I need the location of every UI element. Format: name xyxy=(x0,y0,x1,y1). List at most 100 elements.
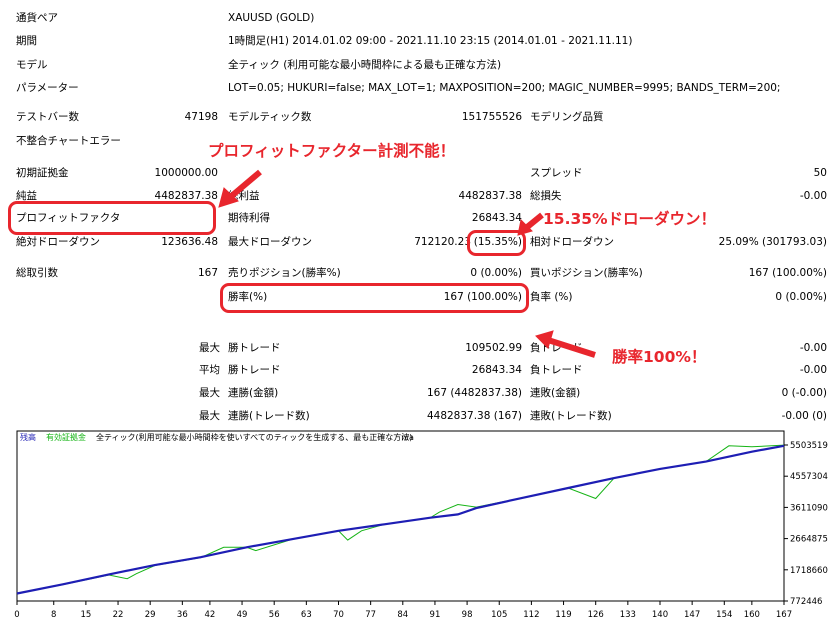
long-positions-label: 買いポジション(勝率%) xyxy=(530,267,643,279)
x-tick-label: 22 xyxy=(113,610,124,620)
legend-entry-1: 有効証拠金 xyxy=(46,432,86,442)
abs-drawdown-label: 絶対ドローダウン xyxy=(16,236,100,248)
mismatch-errors-label: 不整合チャートエラー xyxy=(16,135,121,147)
avg-win-value: 26843.34 xyxy=(471,364,522,376)
x-tick-label: 63 xyxy=(301,610,312,620)
total-trades-value: 167 xyxy=(197,267,218,279)
win-rate-value: 167 (100.00%) xyxy=(443,291,522,303)
period-label: 期間 xyxy=(16,35,37,47)
x-tick-label: 29 xyxy=(145,610,156,620)
model-ticks-value: 151755526 xyxy=(461,111,522,123)
y-tick-label: 4557304 xyxy=(790,472,828,482)
x-axis-ticks: 0 8 15 22 29 36 42 49 56 63 70 77 84 91 98 105 112 119 126… xyxy=(14,601,792,620)
max-consec-wins-money-prefix: 最大 xyxy=(199,387,220,399)
initial-deposit-label: 初期証拠金 xyxy=(16,167,69,179)
max-consec-losses-count-label: 連敗(トレード数) xyxy=(530,410,612,422)
expected-payoff-label: 期待利得 xyxy=(228,212,270,224)
win-rate-annotation: 勝率100%！ xyxy=(612,348,707,366)
profit-factor-highlight xyxy=(8,201,216,235)
max-consec-wins-count-label: 連勝(トレード数) xyxy=(228,410,310,422)
largest-win-label: 勝トレード xyxy=(228,342,281,354)
legend-entry-3: n/a xyxy=(401,433,414,442)
x-tick-label: 147 xyxy=(684,610,700,620)
legend-entry-0: 残高 xyxy=(20,432,36,442)
x-tick-label: 15 xyxy=(80,610,91,620)
short-positions-label: 売りポジション(勝率%) xyxy=(228,267,341,279)
win-rate-highlight xyxy=(220,283,529,313)
period-value: 1時間足(H1) 2014.01.02 09:00 - 2021.11.10 2… xyxy=(228,35,633,47)
x-tick-label: 119 xyxy=(555,610,571,620)
x-tick-label: 56 xyxy=(269,610,280,620)
abs-drawdown-value: 123636.48 xyxy=(161,236,218,248)
max-consec-wins-count-prefix: 最大 xyxy=(199,410,220,422)
gross-profit-label: 総利益 xyxy=(228,190,260,202)
loss-rate-label: 負率 (%) xyxy=(530,291,573,303)
currency-pair-value: XAUUSD (GOLD) xyxy=(228,12,315,24)
net-profit-value: 4482837.38 xyxy=(154,190,218,202)
model-ticks-label: モデルティック数 xyxy=(228,111,312,123)
model-value: 全ティック (利用可能な最小時間枠による最も正確な方法) xyxy=(228,59,502,71)
gross-profit-value: 4482837.38 xyxy=(458,190,522,202)
rel-drawdown-value: 25.09% (301793.03) xyxy=(718,236,827,248)
profit-factor-label: プロフィットファクタ xyxy=(16,212,121,224)
long-positions-value: 167 (100.00%) xyxy=(748,267,827,279)
max-drawdown-label: 最大ドローダウン xyxy=(228,236,312,248)
net-profit-label: 純益 xyxy=(16,190,37,202)
parameters-label: パラメーター xyxy=(16,82,79,94)
max-drawdown-value: 712120.23 xyxy=(414,236,471,248)
avg-win-prefix: 平均 xyxy=(199,364,220,376)
y-tick-label: 3611090 xyxy=(790,503,828,513)
avg-loss-value: -0.00 xyxy=(799,364,827,376)
x-tick-label: 154 xyxy=(716,610,732,620)
largest-loss-label: 負トレード xyxy=(530,342,583,354)
x-tick-label: 8 xyxy=(51,610,56,620)
modeling-quality-label: モデリング品質 xyxy=(530,111,604,123)
profit-factor-annotation: プロフィットファクター計測不能！ xyxy=(208,142,456,160)
win-rate-label: 勝率(%) xyxy=(228,291,268,303)
drawdown-highlight xyxy=(467,230,526,256)
x-tick-label: 160 xyxy=(744,610,760,620)
x-tick-label: 91 xyxy=(430,610,441,620)
gross-loss-label: 総損失 xyxy=(530,190,562,202)
avg-loss-label: 負トレード xyxy=(530,364,583,376)
max-consec-losses-count-value: -0.00 (0) xyxy=(781,410,827,422)
currency-pair-label: 通貨ペア xyxy=(16,12,58,24)
max-consec-wins-money-label: 連勝(金額) xyxy=(228,387,279,399)
loss-rate-value: 0 (0.00%) xyxy=(775,291,827,303)
y-tick-label: 1718660 xyxy=(790,566,828,576)
spread-label: スプレッド xyxy=(530,167,583,179)
x-tick-label: 133 xyxy=(620,610,636,620)
largest-loss-value: -0.00 xyxy=(799,342,827,354)
short-positions-value: 0 (0.00%) xyxy=(470,267,522,279)
x-tick-label: 112 xyxy=(523,610,539,620)
x-tick-label: 36 xyxy=(177,610,188,620)
max-consec-losses-money-value: 0 (-0.00) xyxy=(781,387,827,399)
balance-equity-chart: 残高 有効証拠金 全ティック(利用可能な最小時間枠を使いすべてのティックを生成する、… xyxy=(14,430,828,620)
gross-loss-value: -0.00 xyxy=(799,190,827,202)
x-tick-label: 84 xyxy=(397,610,408,620)
test-bars-label: テストバー数 xyxy=(16,111,79,123)
largest-win-value: 109502.99 xyxy=(465,342,522,354)
max-consec-wins-money-value: 167 (4482837.38) xyxy=(426,387,522,399)
x-tick-label: 0 xyxy=(14,610,19,620)
test-bars-value: 47198 xyxy=(184,111,218,123)
x-tick-label: 126 xyxy=(588,610,604,620)
y-tick-label: 772446 xyxy=(790,597,822,607)
x-tick-label: 70 xyxy=(333,610,344,620)
expected-payoff-value: 26843.34 xyxy=(471,212,522,224)
x-tick-label: 167 xyxy=(776,610,792,620)
legend-entry-2: 全ティック(利用可能な最小時間枠を使いすべてのティックを生成する、最も正確な方法… xyxy=(96,432,412,442)
x-tick-label: 105 xyxy=(491,610,507,620)
y-tick-label: 2664875 xyxy=(790,535,828,545)
initial-deposit-value: 1000000.00 xyxy=(154,167,218,179)
max-consec-wins-count-value: 4482837.38 (167) xyxy=(426,410,522,422)
x-tick-label: 42 xyxy=(204,610,215,620)
max-consec-losses-money-label: 連敗(金額) xyxy=(530,387,581,399)
rel-drawdown-label: 相対ドローダウン xyxy=(530,236,614,248)
x-tick-label: 77 xyxy=(365,610,376,620)
x-tick-label: 140 xyxy=(652,610,668,620)
model-label: モデル xyxy=(16,59,48,71)
largest-win-prefix: 最大 xyxy=(199,342,220,354)
y-tick-label: 5503519 xyxy=(790,441,828,451)
avg-win-label: 勝トレード xyxy=(228,364,281,376)
